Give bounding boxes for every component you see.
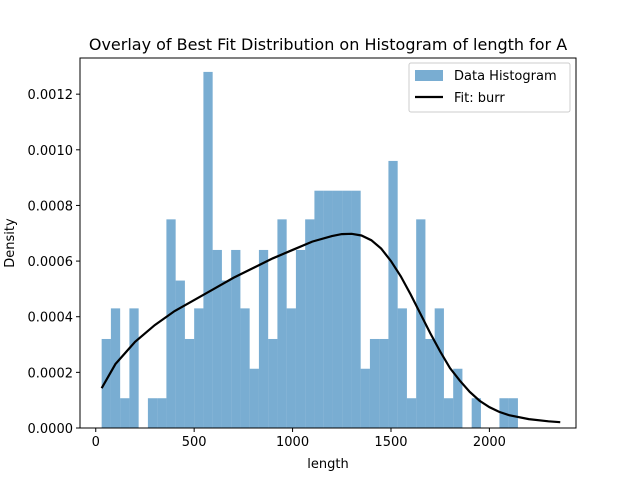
histogram-bar bbox=[166, 219, 176, 428]
histogram-bar bbox=[332, 190, 343, 428]
histogram-bar bbox=[369, 338, 380, 428]
x-tick-label: 0 bbox=[92, 435, 100, 450]
histogram-bar bbox=[110, 308, 121, 428]
x-tick-label: 500 bbox=[182, 435, 207, 450]
histogram-bar bbox=[212, 249, 222, 428]
y-axis-label: Density bbox=[3, 218, 18, 268]
histogram-bar bbox=[268, 338, 278, 428]
y-tick-label: 0.0006 bbox=[28, 255, 74, 270]
histogram-bar bbox=[240, 308, 250, 428]
histogram-bar bbox=[249, 368, 259, 428]
histogram-bar bbox=[425, 338, 435, 428]
legend-fit-label: Fit: burr bbox=[454, 91, 505, 106]
histogram-bar bbox=[434, 308, 444, 428]
chart-title: Overlay of Best Fit Distribution on Hist… bbox=[89, 35, 567, 54]
histogram-bar bbox=[388, 160, 398, 429]
histogram-bar bbox=[397, 308, 407, 428]
histogram-bar bbox=[129, 308, 139, 428]
histogram-bar bbox=[231, 249, 241, 428]
y-tick-label: 0.0004 bbox=[28, 311, 74, 326]
histogram-bar bbox=[286, 308, 296, 428]
histogram-bar bbox=[508, 398, 518, 428]
histogram-bar bbox=[416, 219, 426, 428]
legend-histogram-label: Data Histogram bbox=[454, 69, 557, 84]
legend-histogram-swatch bbox=[415, 70, 443, 81]
histogram-bar bbox=[101, 338, 111, 428]
y-tick-label: 0.0000 bbox=[28, 422, 74, 437]
x-axis-ticks: 0 500 1000 1500 2000 bbox=[92, 428, 506, 450]
histogram-bar bbox=[157, 398, 167, 428]
histogram-bar bbox=[203, 71, 213, 428]
histogram-bar bbox=[175, 280, 185, 428]
histogram-bar bbox=[351, 190, 361, 428]
histogram-bar bbox=[305, 219, 315, 428]
histogram-bar bbox=[342, 190, 352, 428]
histogram-bars bbox=[101, 71, 518, 429]
x-tick-label: 1500 bbox=[374, 435, 407, 450]
x-tick-label: 2000 bbox=[473, 435, 506, 450]
histogram-bar bbox=[120, 398, 130, 428]
legend-box bbox=[408, 62, 571, 113]
y-tick-label: 0.0002 bbox=[28, 366, 74, 381]
histogram-bar bbox=[379, 338, 389, 428]
y-tick-label: 0.0012 bbox=[28, 88, 74, 103]
histogram-bar bbox=[314, 190, 324, 428]
histogram-bar bbox=[258, 249, 269, 428]
x-tick-label: 1000 bbox=[276, 435, 309, 450]
x-axis-label: length bbox=[307, 457, 348, 472]
histogram-bar bbox=[221, 280, 232, 428]
histogram-bar bbox=[295, 249, 306, 428]
y-tick-label: 0.0010 bbox=[28, 144, 74, 159]
histogram-bar bbox=[453, 368, 463, 428]
histogram-bar bbox=[277, 219, 287, 428]
histogram-bar bbox=[406, 398, 417, 428]
fit-line bbox=[100, 232, 561, 424]
y-tick-label: 0.0008 bbox=[28, 199, 74, 214]
histogram-bar bbox=[443, 398, 454, 428]
histogram-bar bbox=[323, 190, 333, 428]
histogram-bar bbox=[184, 338, 195, 428]
y-axis-ticks: 0.0000 0.0002 0.0004 0.0006 0.0008 0.0010 0.00… bbox=[28, 88, 80, 437]
legend: Data Histogram Fit: burr bbox=[408, 62, 571, 113]
histogram-bar bbox=[147, 398, 158, 428]
histogram-bar bbox=[360, 368, 370, 428]
histogram-bar bbox=[194, 308, 204, 428]
histogram-bar bbox=[471, 398, 481, 428]
plot-frame bbox=[79, 57, 577, 429]
